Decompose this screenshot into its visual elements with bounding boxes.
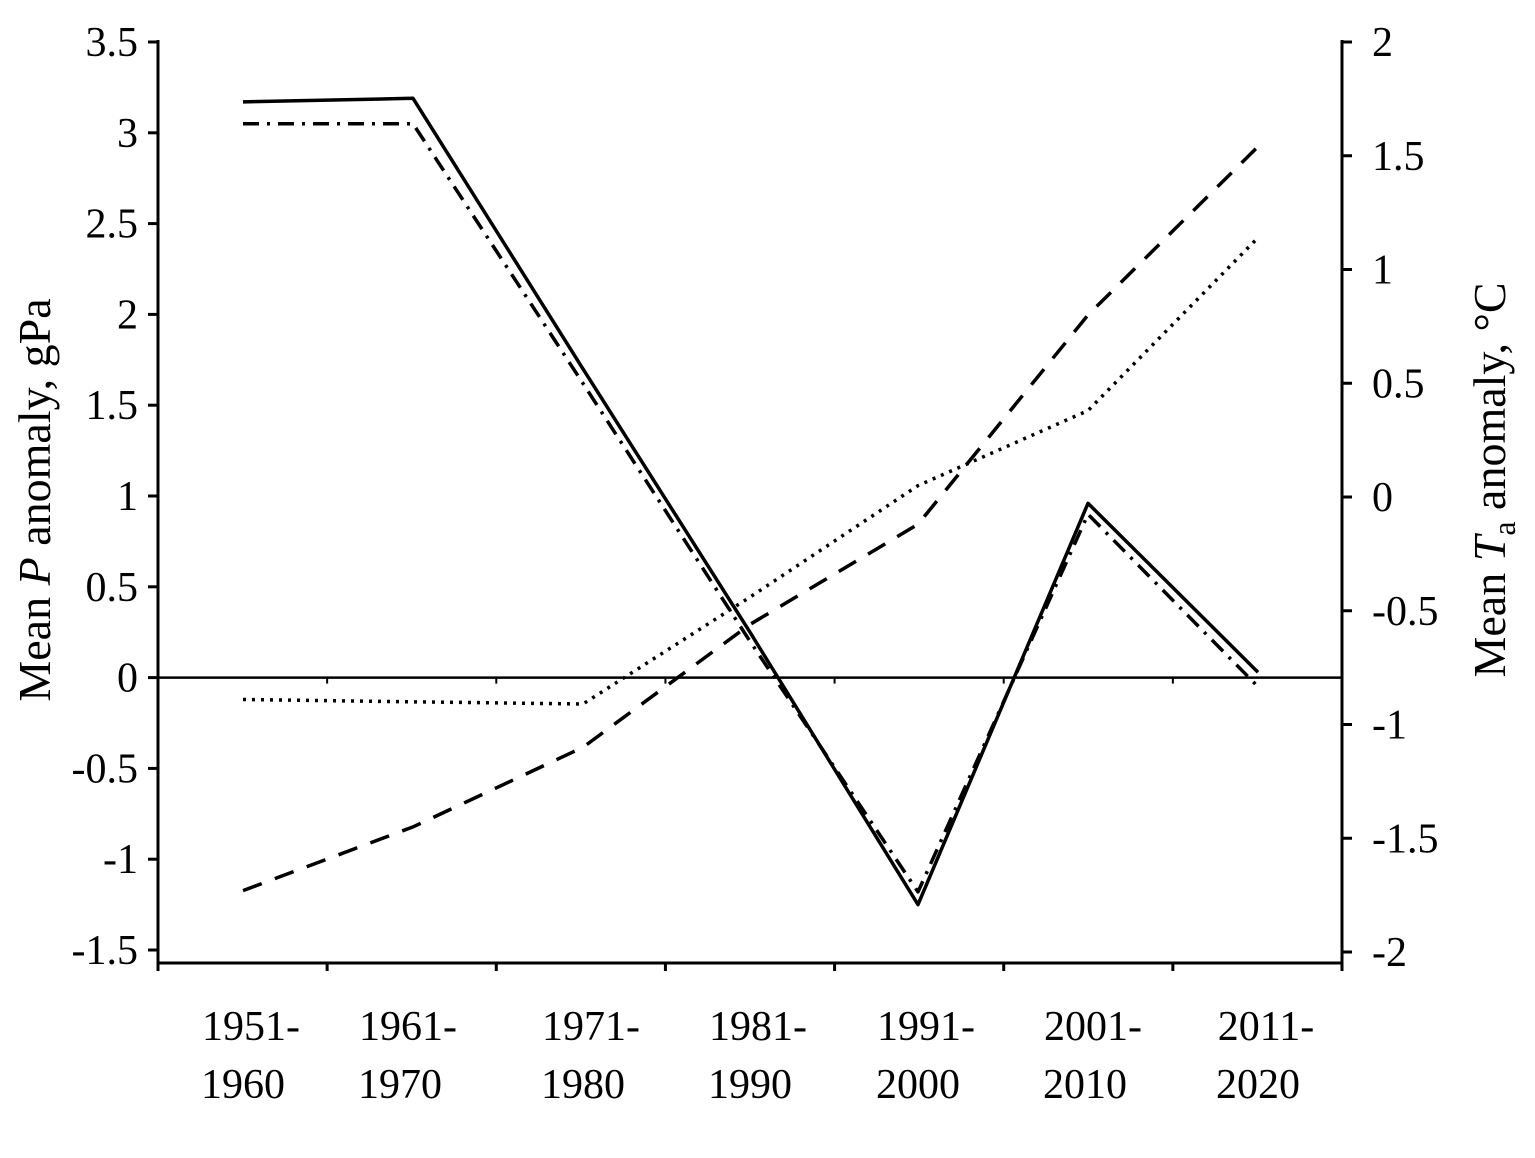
axes — [148, 40, 1352, 971]
y-tick-label-left: 3 — [117, 111, 138, 157]
y-tick-label-right: 0.5 — [1372, 361, 1425, 407]
y-label-right-var: T — [1464, 532, 1515, 561]
x-tick-label-line2: 1990 — [708, 1062, 792, 1108]
y-axis-label-left: Mean P anomaly, gPa — [9, 298, 60, 701]
x-tick-label: 2001- 2010 — [1043, 1004, 1142, 1108]
y-tick-label-left: 0.5 — [86, 565, 139, 611]
x-tick-label-line2: 2000 — [876, 1062, 960, 1108]
x-tick-label-line2: 1970 — [358, 1062, 442, 1108]
x-tick-label-line1: 1971- — [542, 1004, 640, 1050]
x-tick-label-line2: 2020 — [1216, 1062, 1300, 1108]
y-tick-label-left: 3.5 — [86, 20, 139, 66]
x-tick-label-line1: 1961- — [359, 1004, 457, 1050]
y-tick-label-left: -0.5 — [72, 746, 139, 792]
x-tick-label-line1: 2001- — [1044, 1004, 1142, 1050]
x-tick-label: 2011- 2020 — [1216, 1004, 1314, 1108]
y-tick-label-right: -0.5 — [1372, 589, 1439, 635]
x-tick-label-line2: 2010 — [1043, 1062, 1127, 1108]
y-tick-label-right: 0 — [1372, 475, 1393, 521]
y-label-right-sub: a — [1486, 521, 1522, 535]
y-tick-label-right: 2 — [1372, 20, 1393, 66]
x-tick-label: 1951- 1960 — [201, 1004, 300, 1108]
y-tick-label-left: 2.5 — [86, 202, 139, 248]
y-label-left-prefix: Mean — [9, 585, 60, 701]
x-tick-label-line1: 1951- — [202, 1004, 300, 1050]
y-tick-label-right: -1 — [1372, 703, 1407, 749]
y-tick-label-right: -2 — [1372, 930, 1407, 976]
y-tick-label-left: 1.5 — [86, 383, 139, 429]
x-tick-label-line1: 1981- — [709, 1004, 807, 1050]
y-tick-label-left: 2 — [117, 292, 138, 338]
x-tick-label-line2: 1980 — [541, 1062, 625, 1108]
y-tick-label-right: 1.5 — [1372, 134, 1425, 180]
x-tick-label: 1961- 1970 — [358, 1004, 457, 1108]
y-label-left-var: P — [9, 557, 60, 586]
x-tick-label-line2: 1960 — [201, 1062, 285, 1108]
y-tick-label-right: -1.5 — [1372, 816, 1439, 862]
y-label-right-prefix: Mean — [1464, 561, 1515, 677]
x-tick-label: 1991- 2000 — [876, 1004, 975, 1108]
series-line-dashdot — [243, 121, 1260, 894]
x-tick-label-line1: 1991- — [877, 1004, 975, 1050]
series-group — [242, 96, 1260, 907]
series-line-solid — [242, 96, 1260, 907]
x-tick-label-line1: 2011- — [1218, 1004, 1314, 1050]
x-tick-label: 1981- 1990 — [708, 1004, 807, 1108]
y-axis-label-right: Mean Ta anomaly, °C — [1464, 282, 1522, 677]
y-tick-label-left: 1 — [117, 474, 138, 520]
tick-labels: -1.5 -1 -0.5 0 0.5 1 1.5 2 2.5 3 3.5 -2 -1.5 -1 -0.5 0 0… — [72, 20, 1439, 1108]
x-tick-label: 1971- 1980 — [541, 1004, 640, 1108]
y-label-right-suffix: anomaly, °C — [1464, 282, 1515, 521]
y-tick-label-left: 0 — [117, 656, 138, 702]
y-tick-label-left: -1 — [103, 837, 138, 883]
y-label-left-suffix: anomaly, gPa — [9, 298, 60, 557]
y-tick-label-right: 1 — [1372, 248, 1393, 294]
y-tick-label-left: -1.5 — [72, 928, 139, 974]
